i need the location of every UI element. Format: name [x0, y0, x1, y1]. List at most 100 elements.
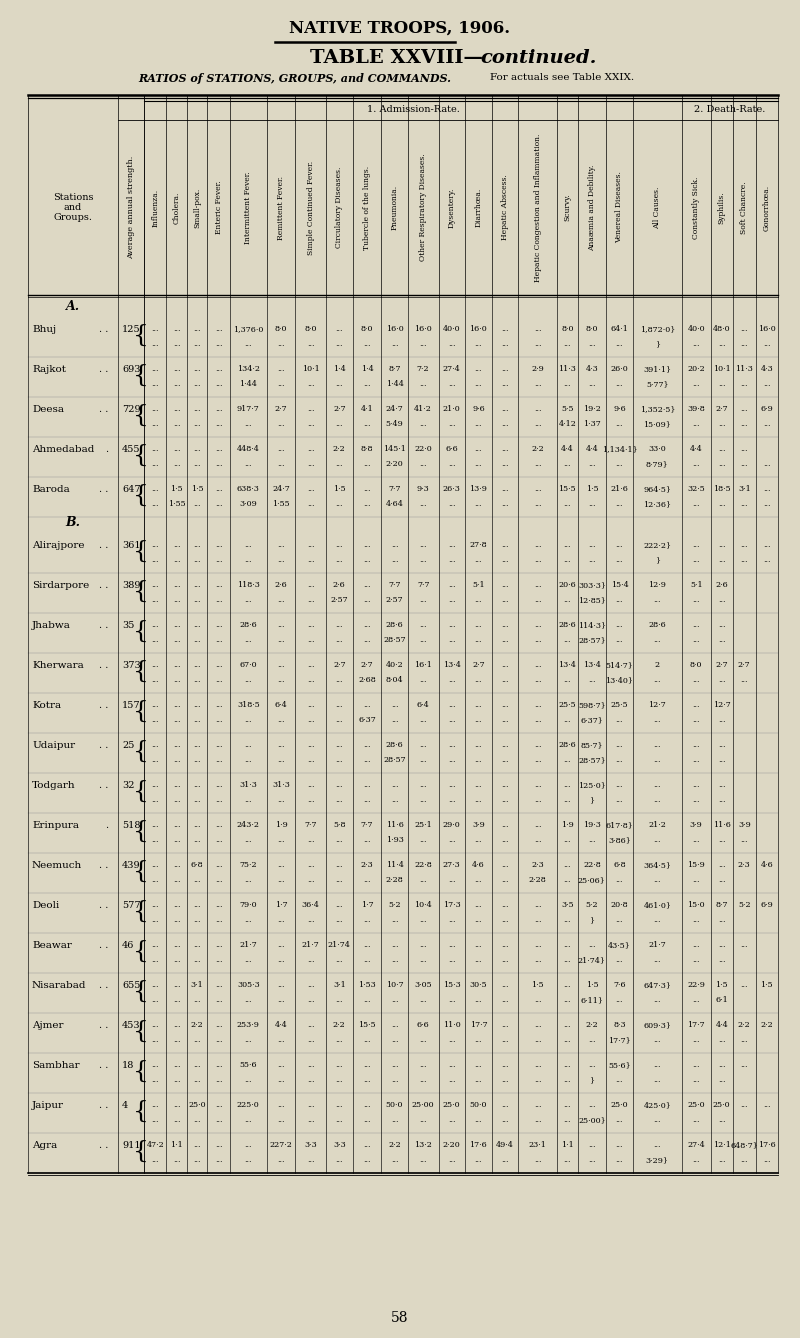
Text: ...: ... [307, 1116, 314, 1124]
Text: ...: ... [307, 796, 314, 804]
Text: ...: ... [390, 1156, 398, 1164]
Text: ...: ... [474, 716, 482, 724]
Text: Soft Chancre.: Soft Chancre. [740, 181, 748, 234]
Text: 2·7: 2·7 [333, 405, 346, 413]
Text: 373: 373 [122, 661, 141, 669]
Text: ...: ... [718, 941, 726, 949]
Text: 17·3: 17·3 [443, 900, 461, 909]
Text: ...: ... [307, 1076, 314, 1084]
Text: Nisarabad: Nisarabad [32, 981, 86, 990]
Text: ...: ... [278, 941, 285, 949]
Text: ...: ... [173, 1061, 181, 1069]
Text: 11·4: 11·4 [386, 860, 403, 868]
Text: ...: ... [173, 1101, 181, 1109]
Text: 1,352·5}: 1,352·5} [639, 405, 675, 413]
Text: Todgarh: Todgarh [32, 780, 76, 789]
Text: 25·5: 25·5 [558, 701, 576, 709]
Text: {: { [133, 539, 149, 562]
Text: Kherwara: Kherwara [32, 661, 84, 669]
Text: 16·1: 16·1 [414, 661, 432, 669]
Text: ...: ... [151, 460, 159, 468]
Text: ...: ... [563, 460, 571, 468]
Text: 21·7: 21·7 [649, 941, 666, 949]
Text: ...: ... [335, 420, 343, 428]
Text: 43·5}: 43·5} [608, 941, 631, 949]
Text: ...: ... [448, 917, 455, 925]
Text: ...: ... [173, 405, 181, 413]
Text: ...: ... [363, 741, 370, 749]
Text: ...: ... [363, 781, 370, 789]
Text: ...: ... [194, 581, 201, 589]
Text: ...: ... [448, 997, 455, 1005]
Text: 1·9: 1·9 [274, 822, 287, 830]
Text: ...: ... [194, 500, 201, 508]
Text: ...: ... [215, 900, 222, 909]
Text: 1·1: 1·1 [170, 1141, 183, 1149]
Text: 4·3: 4·3 [586, 365, 598, 373]
Text: 2·6: 2·6 [715, 581, 728, 589]
Text: ...: ... [741, 420, 748, 428]
Text: ...: ... [419, 781, 427, 789]
Text: ...: ... [194, 836, 201, 844]
Text: ...: ... [502, 460, 509, 468]
Text: Influenza.: Influenza. [151, 189, 159, 226]
Text: ...: ... [448, 781, 455, 789]
Text: ...: ... [151, 365, 159, 373]
Text: ...: ... [151, 900, 159, 909]
Text: Bhuj: Bhuj [32, 325, 56, 333]
Text: ...: ... [448, 756, 455, 764]
Text: 8·04: 8·04 [386, 676, 403, 684]
Text: ...: ... [363, 796, 370, 804]
Text: ...: ... [693, 636, 700, 644]
Text: 1·9: 1·9 [561, 822, 574, 830]
Text: . .: . . [98, 900, 108, 910]
Text: ...: ... [194, 621, 201, 629]
Text: 12·1: 12·1 [713, 1141, 730, 1149]
Text: ...: ... [335, 500, 343, 508]
Text: ...: ... [616, 1141, 623, 1149]
Text: ...: ... [741, 340, 748, 348]
Text: Enteric Fever.: Enteric Fever. [214, 181, 222, 234]
Text: ...: ... [654, 796, 661, 804]
Text: ...: ... [151, 756, 159, 764]
Text: . .: . . [98, 325, 108, 333]
Text: ...: ... [307, 741, 314, 749]
Text: ...: ... [474, 1061, 482, 1069]
Text: ...: ... [588, 941, 596, 949]
Text: 1·5: 1·5 [191, 484, 203, 492]
Text: 2·3: 2·3 [531, 860, 544, 868]
Text: Rajkot: Rajkot [32, 364, 66, 373]
Text: }: } [590, 917, 594, 925]
Text: ...: ... [419, 796, 427, 804]
Text: ...: ... [278, 460, 285, 468]
Text: ...: ... [474, 621, 482, 629]
Text: 7·7: 7·7 [388, 581, 401, 589]
Text: ...: ... [278, 1061, 285, 1069]
Text: ...: ... [563, 716, 571, 724]
Text: 4·1: 4·1 [361, 405, 374, 413]
Text: {: { [133, 979, 149, 1002]
Text: ...: ... [335, 836, 343, 844]
Text: ...: ... [718, 500, 726, 508]
Text: ...: ... [194, 557, 201, 565]
Text: }: } [654, 340, 660, 348]
Text: ...: ... [654, 741, 661, 749]
Text: ...: ... [335, 557, 343, 565]
Text: ...: ... [474, 941, 482, 949]
Text: ...: ... [718, 420, 726, 428]
Text: Erinpura: Erinpura [32, 820, 79, 830]
Text: 647: 647 [122, 484, 141, 494]
Text: ...: ... [502, 484, 509, 492]
Text: 35: 35 [122, 621, 134, 629]
Text: ...: ... [278, 836, 285, 844]
Text: ...: ... [278, 636, 285, 644]
Text: ...: ... [390, 340, 398, 348]
Text: ...: ... [448, 676, 455, 684]
Text: 22·8: 22·8 [414, 860, 432, 868]
Text: ...: ... [502, 636, 509, 644]
Text: ...: ... [741, 405, 748, 413]
Text: 12·9: 12·9 [648, 581, 666, 589]
Text: Alirajpore: Alirajpore [32, 541, 85, 550]
Text: 25·0: 25·0 [687, 1101, 705, 1109]
Text: ...: ... [215, 460, 222, 468]
